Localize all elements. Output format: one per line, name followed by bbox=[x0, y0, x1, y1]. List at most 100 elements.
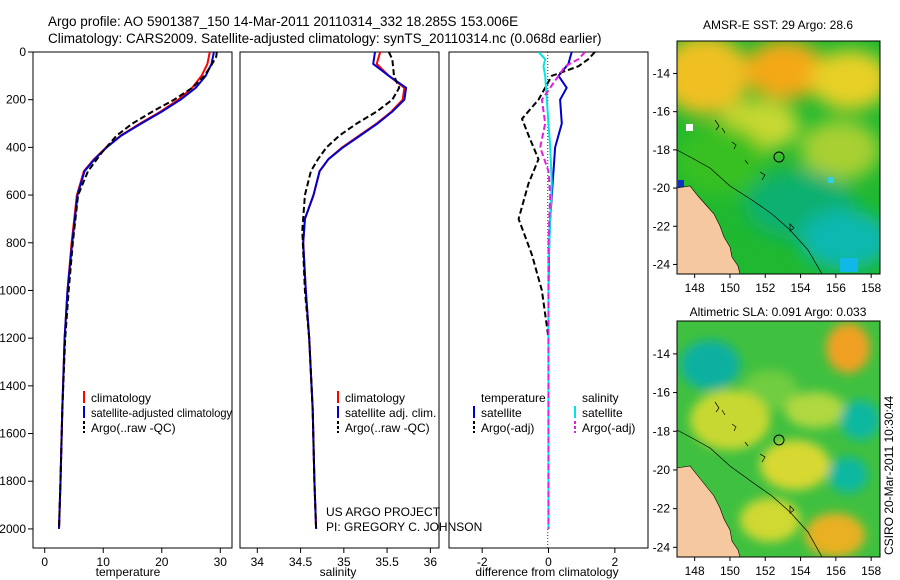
map-y-tick-label: -24 bbox=[653, 257, 671, 271]
depth-tick-label: 200 bbox=[6, 93, 26, 107]
depth-tick-label: 1600 bbox=[0, 427, 26, 441]
sla-reef bbox=[714, 401, 795, 514]
series-satellite-adjusted-climatology bbox=[58, 52, 215, 529]
sla-map-axes: 148 150 152 154 156 158 -14 -16 -18 -20 -22 -24 bbox=[653, 347, 882, 578]
map-y-tick-label: -22 bbox=[653, 502, 671, 516]
series-argo-raw-qc bbox=[58, 52, 218, 529]
sla-map-frame bbox=[676, 320, 881, 558]
sst-heatmap bbox=[677, 41, 880, 274]
sla-float-marker bbox=[773, 434, 785, 446]
salinity-legend: climatology satellite adj. clim. Argo(..… bbox=[337, 391, 436, 435]
difference-legend: temperature salinity satellite Argo(-adj… bbox=[473, 391, 635, 435]
temperature-legend: climatology satellite-adjusted climatolo… bbox=[83, 391, 232, 435]
legend-argo: Argo(..raw -QC) bbox=[345, 421, 430, 435]
legend-temp-argo: Argo(-adj) bbox=[481, 421, 534, 435]
series-climatology bbox=[302, 52, 406, 529]
sst-land bbox=[677, 185, 741, 274]
temperature-panel-frame bbox=[32, 51, 233, 549]
depth-tick-label: 400 bbox=[6, 140, 26, 154]
series-climatology bbox=[58, 52, 211, 529]
title-line-2: Climatology: CARS2009. Satellite-adjuste… bbox=[48, 31, 602, 46]
series-salinity-argo-adj bbox=[539, 52, 586, 529]
legend-argo: Argo(..raw -QC) bbox=[91, 421, 176, 435]
x-tick-label: 35 bbox=[337, 555, 351, 569]
x-tick-label: -2 bbox=[477, 555, 488, 569]
side-label: CSIRO 20-Mar-2011 10:30:44 bbox=[882, 395, 896, 555]
difference-x-label: difference from climatology bbox=[475, 565, 618, 579]
temperature-x-label: temperature bbox=[96, 565, 161, 579]
map-x-tick-label: 158 bbox=[861, 281, 881, 295]
x-tick-label: 34 bbox=[251, 555, 265, 569]
legend-satellite-adj: satellite adj. clim. bbox=[345, 406, 436, 420]
series-satellite-adj-clim bbox=[302, 52, 408, 529]
legend-climatology: climatology bbox=[345, 391, 405, 405]
depth-tick-label: 0 bbox=[19, 45, 26, 59]
map-x-tick-label: 150 bbox=[720, 281, 740, 295]
map-x-tick-label: 152 bbox=[755, 564, 775, 578]
map-y-tick-label: -20 bbox=[653, 181, 671, 195]
map-x-tick-label: 148 bbox=[685, 281, 705, 295]
sst-map-axes: 148 150 152 154 156 158 -14 -16 -18 -20 -22 -24 bbox=[653, 66, 882, 295]
title-line-1: Argo profile: AO 5901387_150 14-Mar-2011… bbox=[48, 14, 518, 29]
map-y-tick-label: -14 bbox=[653, 66, 671, 80]
x-tick-label: 0 bbox=[545, 555, 552, 569]
x-tick-label: 2 bbox=[611, 555, 618, 569]
sst-reef bbox=[714, 119, 795, 232]
x-tick-label: 30 bbox=[214, 555, 228, 569]
x-tick-label: 35.5 bbox=[375, 555, 399, 569]
sla-contour bbox=[677, 429, 823, 557]
map-y-tick-label: -14 bbox=[653, 347, 671, 361]
sst-map-title: AMSR-E SST: 29 Argo: 28.6 bbox=[703, 18, 853, 32]
sla-map-title: Altimetric SLA: 0.091 Argo: 0.033 bbox=[690, 305, 867, 319]
depth-tick-label: 1000 bbox=[0, 283, 26, 297]
temperature-series bbox=[58, 52, 218, 529]
sla-heatmap bbox=[677, 321, 880, 557]
map-y-tick-label: -16 bbox=[653, 105, 671, 119]
series-temperature-argo-adj bbox=[517, 52, 596, 529]
x-tick-label: 20 bbox=[155, 555, 169, 569]
x-tick-label: 36 bbox=[424, 555, 438, 569]
sst-contour bbox=[677, 149, 823, 274]
temperature-x-axis: 0 10 20 30 bbox=[41, 548, 227, 569]
map-y-tick-label: -20 bbox=[653, 463, 671, 477]
map-x-tick-label: 158 bbox=[861, 564, 881, 578]
depth-tick-label: 1200 bbox=[0, 331, 26, 345]
legend-sal-satellite: satellite bbox=[582, 406, 623, 420]
depth-axis: 0 200 400 600 800 1000 1200 1400 1600 1800 2000 bbox=[0, 45, 33, 536]
salinity-panel-frame bbox=[239, 51, 440, 549]
legend-climatology: climatology bbox=[91, 391, 151, 405]
legend-col-temperature: temperature bbox=[481, 391, 546, 405]
map-x-tick-label: 148 bbox=[685, 564, 705, 578]
x-tick-label: 34.5 bbox=[289, 555, 313, 569]
salinity-x-label: salinity bbox=[320, 565, 357, 579]
legend-sal-argo: Argo(-adj) bbox=[582, 421, 635, 435]
map-x-tick-label: 150 bbox=[720, 564, 740, 578]
series-temperature-satellite bbox=[547, 52, 573, 529]
depth-tick-label: 1800 bbox=[0, 474, 26, 488]
series-salinity-satellite bbox=[537, 52, 553, 529]
legend-temp-satellite: satellite bbox=[481, 406, 522, 420]
map-x-tick-label: 156 bbox=[826, 281, 846, 295]
difference-series bbox=[517, 52, 596, 529]
map-x-tick-label: 154 bbox=[791, 281, 811, 295]
map-x-tick-label: 156 bbox=[826, 564, 846, 578]
legend-satellite-adjusted: satellite-adjusted climatology bbox=[91, 406, 232, 420]
sst-map-frame bbox=[676, 40, 881, 275]
depth-tick-label: 1400 bbox=[0, 379, 26, 393]
sst-float-marker bbox=[773, 151, 785, 163]
depth-tick-label: 2000 bbox=[0, 522, 26, 536]
map-y-tick-label: -22 bbox=[653, 219, 671, 233]
depth-tick-label: 600 bbox=[6, 188, 26, 202]
salinity-series bbox=[301, 52, 408, 529]
map-y-tick-label: -18 bbox=[653, 424, 671, 438]
sla-land bbox=[677, 465, 741, 557]
project-note-line-1: US ARGO PROJECT bbox=[326, 505, 441, 519]
series-argo-raw-qc bbox=[301, 52, 401, 529]
map-y-tick-label: -24 bbox=[653, 540, 671, 554]
project-note-line-2: PI: GREGORY C. JOHNSON bbox=[326, 520, 482, 534]
map-x-tick-label: 154 bbox=[791, 564, 811, 578]
map-y-tick-label: -16 bbox=[653, 386, 671, 400]
difference-x-axis: -2 0 2 bbox=[477, 548, 618, 569]
salinity-x-axis: 34 34.5 35 35.5 36 bbox=[251, 548, 438, 569]
